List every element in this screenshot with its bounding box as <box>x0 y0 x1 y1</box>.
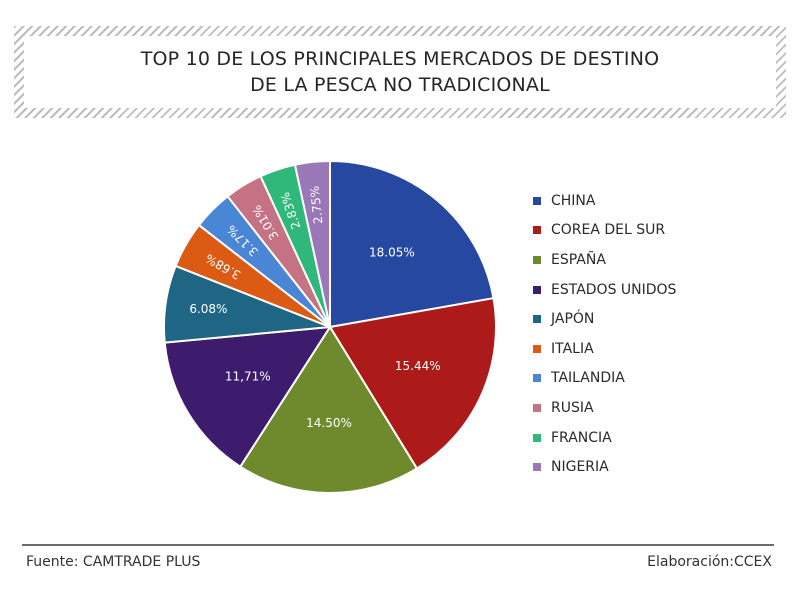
legend-label: JAPÓN <box>551 311 595 328</box>
footer-credit: Elaboración:CCEX <box>647 554 772 570</box>
slice-label-japon: 6.08% <box>189 302 227 316</box>
legend-label: RUSIA <box>551 399 594 416</box>
legend-swatch <box>533 463 541 472</box>
legend-label: FRANCIA <box>551 429 612 446</box>
slice-label-corea-del-sur: 15.44% <box>395 359 441 373</box>
legend-label: TAILANDIA <box>551 370 625 387</box>
legend-item-nigeria: NIGERIA <box>533 452 676 482</box>
legend-item-espana: ESPAÑA <box>533 245 676 275</box>
legend-item-tailandia: TAILANDIA <box>533 364 676 394</box>
pie-slice-corea-del-sur <box>328 297 497 470</box>
legend-item-china: CHINA <box>533 186 676 216</box>
slice-label-nigeria: 2.75% <box>308 185 326 224</box>
slice-label-espana: 14.50% <box>306 416 352 430</box>
legend-item-estados-unidos: ESTADOS UNIDOS <box>533 275 676 305</box>
legend-label: ITALIA <box>551 340 594 357</box>
legend-label: ESTADOS UNIDOS <box>551 281 677 298</box>
chart-title-line-1: TOP 10 DE LOS PRINCIPALES MERCADOS DE DE… <box>140 48 660 70</box>
slice-label-china: 18.05% <box>369 246 415 260</box>
legend-label: CHINA <box>551 192 596 209</box>
slice-label-estados-unidos: 11,71% <box>225 370 271 384</box>
legend-swatch <box>533 285 541 294</box>
title-box: TOP 10 DE LOS PRINCIPALES MERCADOS DE DE… <box>14 26 786 118</box>
legend-swatch <box>533 433 541 442</box>
pie-slice-nigeria <box>293 159 331 328</box>
chart-legend: CHINA COREA DEL SUR ESPAÑA ESTADOS UNIDOS JA… <box>533 186 676 482</box>
legend-label: ESPAÑA <box>551 251 606 268</box>
legend-label: NIGERIA <box>551 459 609 476</box>
legend-swatch <box>533 374 541 383</box>
pie-slice-china <box>329 159 495 329</box>
title-panel: TOP 10 DE LOS PRINCIPALES MERCADOS DE DE… <box>24 36 776 108</box>
legend-item-italia: ITALIA <box>533 334 676 364</box>
pie-slice-espana <box>238 325 419 494</box>
legend-swatch <box>533 255 541 264</box>
legend-swatch <box>533 344 541 353</box>
pie-slice-estados-unidos <box>163 325 332 469</box>
legend-swatch <box>533 403 541 412</box>
legend-item-corea-del-sur: COREA DEL SUR <box>533 216 676 246</box>
legend-item-japon: JAPÓN <box>533 304 676 334</box>
chart-title-line-2: DE LA PESCA NO TRADICIONAL <box>250 74 550 96</box>
legend-swatch <box>533 315 541 324</box>
footer-source: Fuente: CAMTRADE PLUS <box>26 554 201 570</box>
legend-item-francia: FRANCIA <box>533 423 676 453</box>
legend-swatch <box>533 226 541 235</box>
footer-divider <box>22 544 774 546</box>
legend-swatch <box>533 196 541 205</box>
legend-label: COREA DEL SUR <box>551 222 666 239</box>
legend-item-rusia: RUSIA <box>533 393 676 423</box>
